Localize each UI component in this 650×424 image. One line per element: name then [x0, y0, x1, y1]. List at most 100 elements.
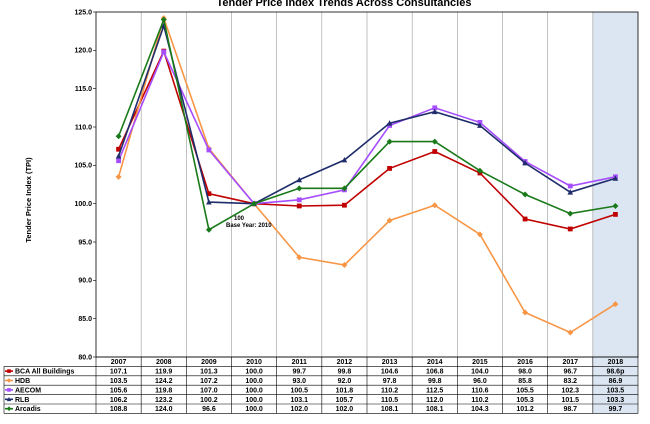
data-point	[477, 120, 483, 125]
data-point	[386, 120, 393, 126]
table-cell: 100.0	[245, 406, 263, 413]
table-cell: 98.0	[518, 369, 532, 376]
table-year-header: 2014	[427, 359, 443, 366]
table-cell: 110.2	[381, 387, 398, 394]
table-year-header: 2018	[608, 359, 624, 366]
data-point	[612, 301, 619, 308]
table-cell: 119.9	[155, 369, 172, 376]
table-cell: 110.2	[471, 397, 488, 404]
data-point	[116, 158, 121, 164]
table-cell: 96.6	[202, 406, 216, 413]
data-point	[116, 146, 121, 152]
table-cell: 100.2	[200, 397, 218, 404]
data-point	[612, 175, 619, 181]
table-cell: 112.5	[426, 387, 443, 394]
legend-marker	[7, 369, 11, 373]
table-cell: 107.2	[200, 378, 218, 385]
table-cell: 100.0	[245, 397, 263, 404]
data-point	[567, 226, 573, 232]
table-year-header: 2017	[562, 359, 578, 366]
table-cell: 101.8	[336, 387, 354, 394]
data-point	[161, 49, 167, 55]
series-line	[117, 49, 616, 205]
y-tick-label: 85.0	[78, 316, 92, 323]
legend-label: BCA All Buildings	[15, 369, 74, 376]
table-cell: 105.7	[336, 397, 354, 404]
table-cell: 108.1	[426, 406, 444, 413]
data-point	[206, 147, 212, 153]
table-cell: 92.0	[338, 378, 352, 385]
table-year-header: 2015	[472, 359, 488, 366]
legend-marker	[7, 388, 11, 392]
table-cell: 96.0	[473, 378, 487, 385]
table-cell: 99.7	[609, 406, 623, 413]
data-point	[431, 202, 438, 209]
base-year-annotation: 100 Base Year: 2010	[226, 216, 272, 229]
series-line	[117, 16, 616, 231]
data-point	[205, 226, 212, 233]
table-cell: 103.3	[607, 397, 625, 404]
table-year-header: 2016	[517, 359, 533, 366]
table-year-header: 2011	[292, 359, 307, 366]
data-point	[342, 202, 347, 208]
table-year-header: 2009	[201, 359, 217, 366]
y-tick-label: 105.0	[74, 163, 92, 170]
table-cell: 85.8	[518, 378, 532, 385]
legend-marker	[6, 406, 12, 411]
table-cell: 124.2	[155, 378, 173, 385]
data-point	[296, 203, 302, 209]
table-cell: 99.7	[292, 369, 306, 376]
table-cell: 100.0	[245, 378, 263, 385]
table-cell: 103.5	[607, 387, 625, 394]
legend-label: AECOM	[15, 387, 41, 394]
table-cell: 107.0	[200, 387, 218, 394]
data-point	[296, 176, 303, 183]
table-year-header: 2007	[111, 359, 127, 366]
y-tick-label: 110.0	[75, 124, 92, 131]
table-cell: 110.6	[471, 387, 488, 394]
y-tick-label: 90.0	[78, 278, 92, 285]
data-point	[251, 200, 258, 207]
table-cell: 100.0	[245, 387, 263, 394]
table-cell: 112.0	[426, 397, 443, 404]
table-cell: 105.6	[110, 387, 128, 394]
legend-marker	[6, 397, 12, 402]
data-point	[432, 105, 438, 111]
data-point	[296, 197, 302, 203]
annotation-value: 100	[234, 216, 245, 222]
y-tick-label: 100.0	[74, 201, 92, 208]
table-cell: 124.0	[155, 406, 173, 413]
table-cell: 106.8	[426, 369, 444, 376]
data-point	[115, 153, 122, 159]
table-cell: 100.5	[290, 387, 308, 394]
data-point	[477, 122, 483, 128]
y-tick-label: 125.0	[74, 9, 92, 16]
data-point	[431, 108, 438, 115]
table-cell: 101.2	[516, 406, 534, 413]
y-tick-label: 80.0	[78, 354, 92, 361]
table-cell: 98.7	[563, 406, 577, 413]
table-cell: 108.8	[110, 406, 128, 413]
legend-label: RLB	[15, 397, 29, 404]
table-cell: 105.3	[516, 397, 534, 404]
y-tick-label: 95.0	[78, 239, 92, 246]
y-tick-label: 120.0	[74, 48, 92, 55]
data-point	[341, 185, 348, 192]
data-point	[432, 149, 438, 154]
data-point	[613, 212, 618, 217]
data-point	[567, 210, 574, 217]
table-cell: 101.5	[561, 397, 579, 404]
data-point	[522, 191, 529, 198]
data-point	[567, 189, 574, 195]
table-year-header: 2012	[337, 359, 353, 366]
chart-title: Tender Price Index Trends Across Consult…	[217, 0, 472, 9]
data-point	[431, 138, 438, 145]
table-cell: 100.0	[245, 369, 263, 376]
data-point	[476, 167, 483, 174]
table-cell: 123.2	[155, 397, 173, 404]
data-point	[522, 309, 529, 316]
data-point	[386, 138, 393, 145]
series-line	[117, 23, 616, 205]
table-cell: 97.8	[383, 378, 397, 385]
